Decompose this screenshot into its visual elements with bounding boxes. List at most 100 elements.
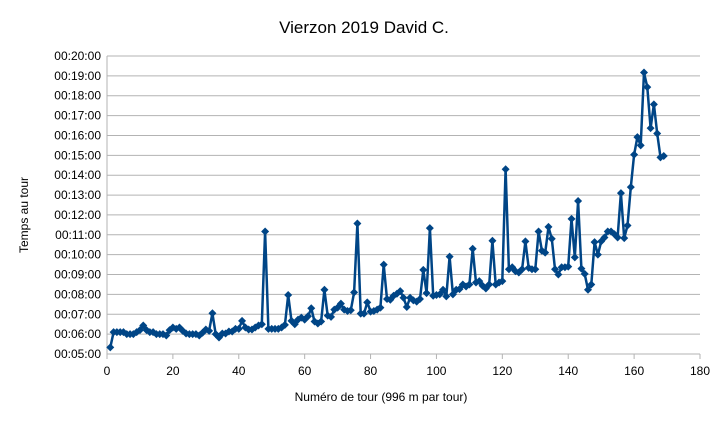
data-point — [106, 343, 115, 352]
data-point — [600, 233, 609, 242]
series-layer — [106, 68, 668, 352]
data-point — [580, 269, 589, 278]
data-point — [419, 265, 428, 274]
data-point — [439, 285, 448, 294]
y-tick-label: 00:20:00 — [54, 49, 101, 63]
y-tick-label: 00:07:00 — [54, 307, 101, 321]
y-tick-label: 00:17:00 — [54, 109, 101, 123]
data-point — [396, 287, 405, 296]
data-point — [376, 303, 385, 312]
x-tick-label: 140 — [558, 364, 578, 378]
data-point — [633, 133, 642, 142]
y-tick-label: 00:13:00 — [54, 188, 101, 202]
data-point — [257, 320, 266, 329]
data-point — [238, 316, 247, 325]
x-tick-label: 80 — [364, 364, 378, 378]
data-point — [616, 189, 625, 198]
data-point — [577, 264, 586, 273]
data-point — [646, 124, 655, 133]
data-point — [541, 248, 550, 257]
data-point — [504, 265, 513, 274]
data-point — [626, 183, 635, 192]
y-tick-label: 00:19:00 — [54, 69, 101, 83]
y-tick-label: 00:06:00 — [54, 327, 101, 341]
x-tick-label: 60 — [298, 364, 312, 378]
data-point — [498, 277, 507, 286]
y-tick-label: 00:08:00 — [54, 287, 101, 301]
data-point — [363, 298, 372, 307]
data-point — [320, 285, 329, 294]
data-point — [653, 129, 662, 138]
data-point — [346, 306, 355, 315]
data-point — [234, 324, 243, 333]
data-point — [564, 262, 573, 271]
data-point — [425, 224, 434, 233]
data-point — [583, 285, 592, 294]
data-point — [303, 312, 312, 321]
data-point — [567, 214, 576, 223]
data-point — [422, 289, 431, 298]
data-point — [415, 295, 424, 304]
x-tick-label: 100 — [426, 364, 446, 378]
x-axis-label: Numéro de tour (996 m par tour) — [295, 390, 468, 404]
data-point — [613, 233, 622, 242]
data-point — [485, 280, 494, 289]
x-tick-label: 180 — [690, 364, 710, 378]
y-axis-label: Temps au tour — [17, 177, 31, 253]
data-point — [501, 165, 510, 174]
data-point — [442, 292, 451, 301]
data-point — [551, 265, 560, 274]
data-point — [590, 238, 599, 247]
data-point — [284, 291, 293, 300]
data-point — [208, 309, 217, 318]
data-point — [379, 260, 388, 269]
y-tick-label: 00:12:00 — [54, 208, 101, 222]
data-point — [630, 150, 639, 159]
data-point — [317, 317, 326, 326]
y-tick-label: 00:05:00 — [54, 347, 101, 361]
data-point — [574, 197, 583, 206]
data-point — [521, 237, 530, 246]
y-tick-label: 00:15:00 — [54, 148, 101, 162]
data-point — [468, 244, 477, 253]
data-point — [518, 265, 527, 274]
data-point — [554, 270, 563, 279]
data-point — [531, 265, 540, 274]
data-point — [544, 222, 553, 231]
x-tick-label: 160 — [624, 364, 644, 378]
data-point — [649, 100, 658, 109]
y-tick-label: 00:18:00 — [54, 89, 101, 103]
x-tick-label: 0 — [104, 364, 111, 378]
data-point — [350, 288, 359, 297]
data-point — [336, 299, 345, 308]
data-point — [636, 141, 645, 150]
data-point — [280, 320, 289, 329]
y-tick-label: 00:14:00 — [54, 168, 101, 182]
data-point — [327, 312, 336, 321]
data-point — [587, 280, 596, 289]
y-tick-label: 00:16:00 — [54, 128, 101, 142]
data-point — [205, 326, 214, 335]
data-point — [399, 293, 408, 302]
y-tick-label: 00:11:00 — [55, 228, 101, 242]
data-point — [643, 83, 652, 92]
x-tick-label: 40 — [232, 364, 246, 378]
data-point — [353, 219, 362, 228]
x-tick-label: 20 — [166, 364, 180, 378]
x-tick-label: 120 — [492, 364, 512, 378]
data-point — [162, 331, 171, 340]
gridlines — [107, 55, 700, 355]
data-point — [261, 227, 270, 236]
data-point — [547, 234, 556, 243]
data-point — [639, 68, 648, 77]
y-tick-labels: 00:05:00 00:06:00 00:07:00 00:08:00 00:09:00… — [54, 49, 101, 361]
axes — [106, 56, 701, 359]
data-point — [465, 280, 474, 289]
data-point — [620, 234, 629, 243]
data-point — [659, 151, 668, 160]
data-point — [402, 302, 411, 311]
y-tick-label: 00:10:00 — [54, 248, 101, 262]
y-tick-label: 00:09:00 — [54, 268, 101, 282]
